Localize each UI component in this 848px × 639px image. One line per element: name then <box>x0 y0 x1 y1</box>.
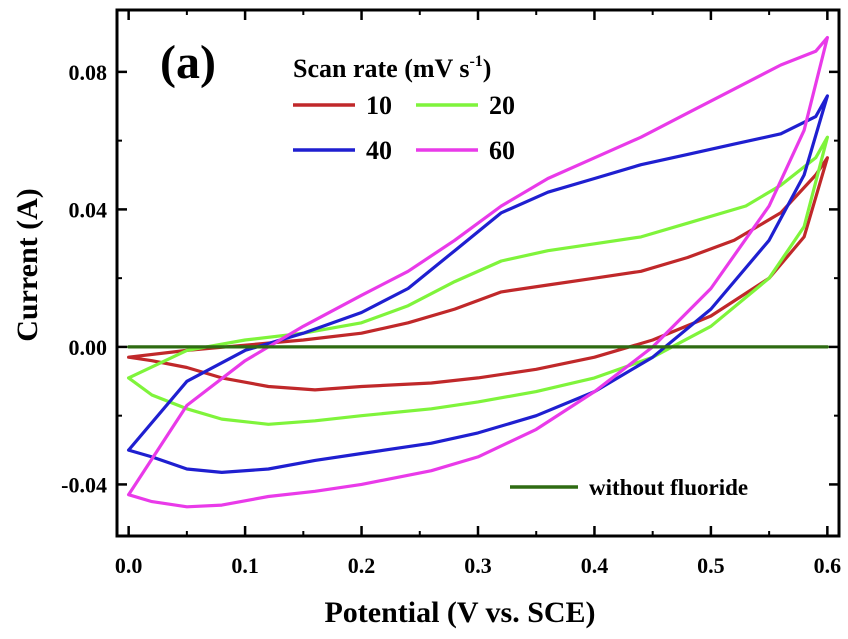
legend-label-40: 40 <box>366 136 392 165</box>
legend-item-40: 40 <box>293 136 392 165</box>
series-line-60 <box>127 35 829 509</box>
x-tick-label-2: 0.2 <box>348 553 376 578</box>
series-line-20 <box>127 135 829 426</box>
legend-item-10: 10 <box>293 91 392 120</box>
panel-label: (a) <box>160 36 216 89</box>
legend-item-20: 20 <box>416 91 515 120</box>
y-tick-label-1: 0.00 <box>69 335 108 360</box>
legend-item-60: 60 <box>416 136 515 165</box>
x-tick-label-0: 0.0 <box>115 553 143 578</box>
legend-label-without-fluoride: without fluoride <box>589 475 748 500</box>
x-axis-title: Potential (V vs. SCE) <box>324 596 595 629</box>
legend-label-60: 60 <box>489 136 515 165</box>
x-tick-label-6: 0.6 <box>814 553 842 578</box>
y-tick-label-3: 0.08 <box>69 60 108 85</box>
ticks-layer: 0.0 0.1 0.2 0.3 0.4 0.5 0.6 -0.04 0.00 0.04 0.08 <box>61 10 841 578</box>
legend-label-20: 20 <box>489 91 515 120</box>
series-line-40 <box>127 94 829 474</box>
x-tick-label-3: 0.3 <box>464 553 492 578</box>
x-tick-label-1: 0.1 <box>231 553 259 578</box>
legend-title: Scan rate (mV s-1) <box>293 53 491 83</box>
series-layer <box>127 35 829 509</box>
series-line-10 <box>127 156 829 392</box>
legend-label-10: 10 <box>366 91 392 120</box>
x-tick-label-4: 0.4 <box>581 553 609 578</box>
y-axis-title: Current (A) <box>11 188 44 342</box>
legend-item-without-fluoride: without fluoride <box>510 475 748 500</box>
y-tick-label-2: 0.04 <box>69 197 108 222</box>
x-tick-label-5: 0.5 <box>697 553 725 578</box>
y-tick-label-0: -0.04 <box>61 472 107 497</box>
